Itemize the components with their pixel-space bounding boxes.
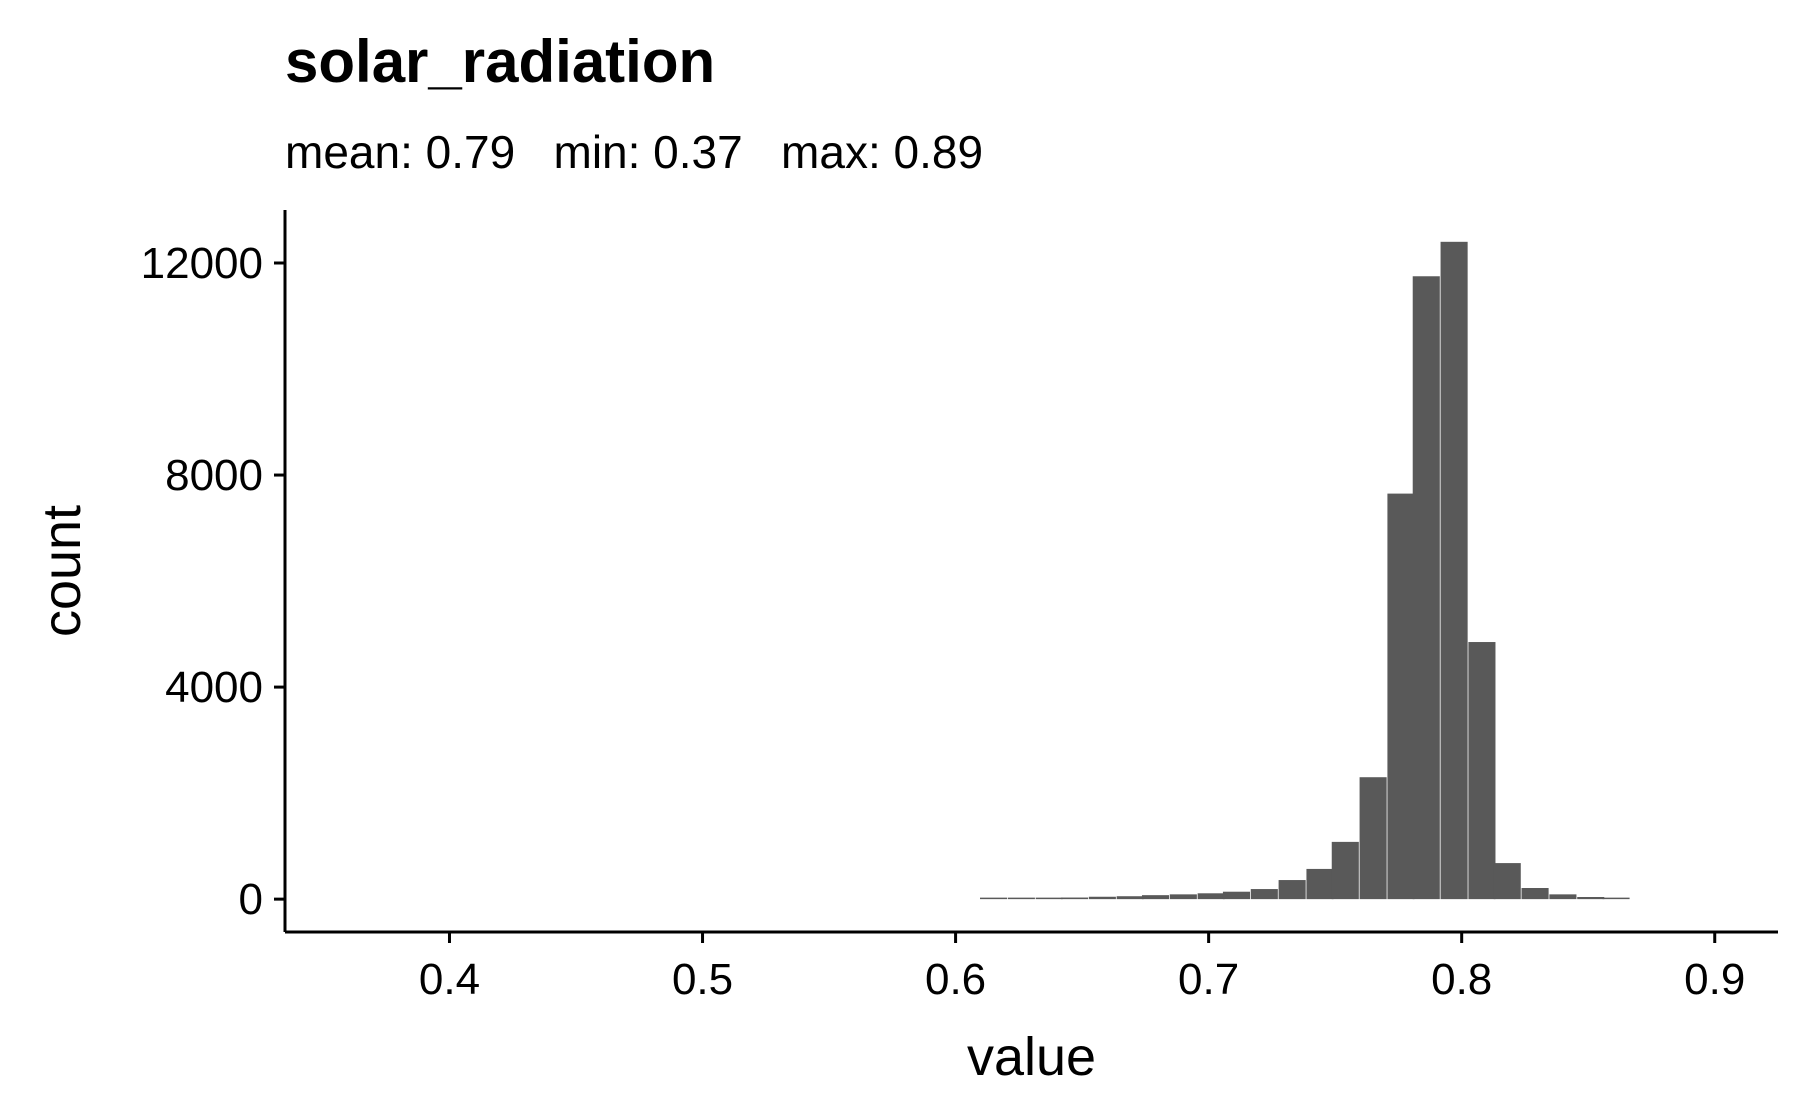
y-tick-label: 4000: [165, 663, 263, 712]
y-axis-ticks: 0 4000 8000 12000: [141, 239, 285, 924]
x-tick-label: 0.5: [672, 955, 733, 1004]
histogram-bar: [1278, 880, 1306, 900]
histogram-bar: [1387, 493, 1415, 900]
histogram-bar: [1250, 889, 1278, 900]
histogram-bar: [1306, 868, 1334, 900]
x-axis-title: value: [967, 1027, 1096, 1087]
histogram-bar: [1141, 895, 1170, 900]
histogram-bar: [1468, 642, 1496, 900]
histogram-bar: [1412, 276, 1440, 900]
histogram-bars: [980, 241, 1630, 900]
histogram-bar: [1577, 897, 1605, 900]
histogram-bar: [1088, 896, 1116, 900]
chart-subtitle: mean: 0.79 min: 0.37 max: 0.89: [285, 126, 983, 178]
histogram-bar: [1222, 891, 1251, 900]
y-tick-label: 0: [239, 875, 263, 924]
x-axis-ticks: 0.4 0.5 0.6 0.7 0.8 0.9: [419, 932, 1745, 1004]
histogram-bar: [1007, 897, 1035, 900]
x-tick-label: 0.8: [1431, 955, 1492, 1004]
histogram-bar: [1493, 863, 1521, 900]
histogram-bar: [980, 897, 1008, 900]
x-tick-label: 0.7: [1178, 955, 1239, 1004]
y-tick-label: 12000: [141, 239, 263, 288]
x-tick-label: 0.6: [925, 955, 986, 1004]
histogram-bar: [1197, 893, 1225, 900]
chart-title: solar_radiation: [285, 28, 715, 95]
y-tick-label: 8000: [165, 451, 263, 500]
histogram-bar: [1440, 241, 1468, 900]
histogram-bar: [1549, 894, 1577, 900]
histogram-bar: [1116, 896, 1144, 900]
y-axis-title: count: [32, 505, 92, 637]
histogram-bar: [1060, 897, 1089, 900]
histogram-bar: [1602, 897, 1630, 900]
histogram-bar: [1521, 888, 1549, 900]
histogram-bar: [1359, 777, 1387, 900]
x-tick-label: 0.4: [419, 955, 480, 1004]
histogram-bar: [1035, 897, 1063, 900]
x-tick-label: 0.9: [1684, 955, 1745, 1004]
histogram-bar: [1331, 841, 1359, 900]
histogram-bar: [1169, 894, 1197, 900]
